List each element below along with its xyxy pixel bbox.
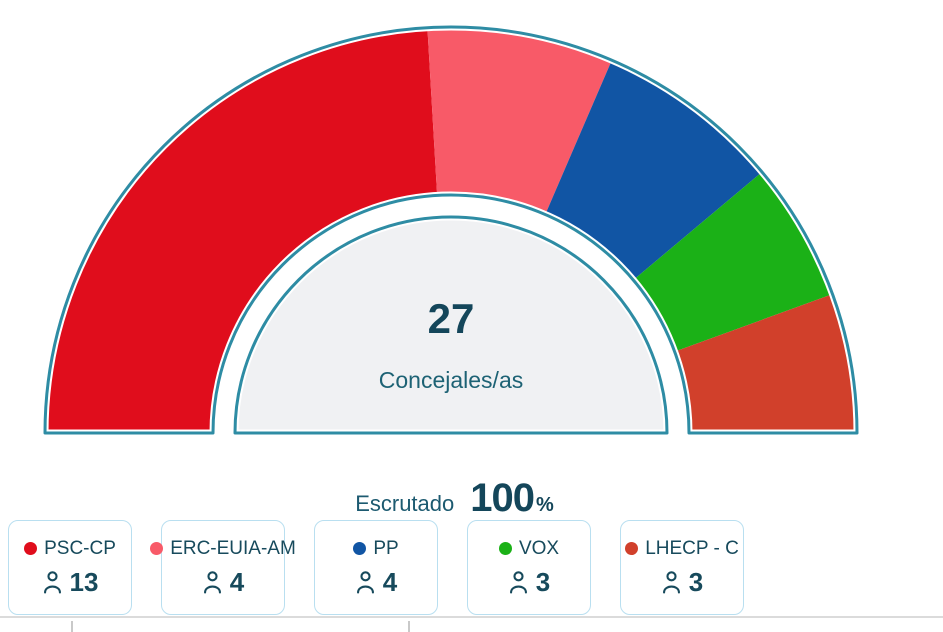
table-column-divider — [71, 621, 73, 632]
scrutiny-label: Escrutado — [355, 491, 455, 516]
seat-arc-chart: 27 Concejales/as — [41, 23, 861, 437]
arc-segment-lhecp-c[interactable] — [674, 294, 857, 433]
party-row: LHECP - C — [625, 538, 739, 560]
legend-card-erc-euia-am[interactable]: ERC-EUIA-AM 4 — [150, 520, 296, 615]
arc-segment-vox[interactable] — [633, 172, 833, 352]
party-name: PP — [373, 537, 399, 559]
arc-segment-erc-euia-am[interactable] — [427, 27, 612, 215]
party-row: PP — [353, 537, 399, 560]
total-seats-value: 27 — [428, 295, 475, 342]
legend-card-psc-cp[interactable]: PSC-CP 13 — [8, 520, 132, 615]
legend-card-pp[interactable]: PP 4 — [314, 520, 438, 615]
arc-outline — [43, 25, 859, 435]
party-color-dot — [150, 542, 164, 555]
party-seats: 13 — [69, 566, 99, 597]
party-seats: 3 — [688, 566, 704, 597]
scrutiny-value: 100 — [470, 476, 535, 520]
party-seats: 4 — [382, 566, 398, 597]
scrutiny-row: Escrutado 100 % — [0, 476, 926, 521]
party-name: VOX — [518, 537, 560, 559]
party-seats: 3 — [535, 566, 551, 597]
party-name: LHECP - C — [645, 537, 739, 559]
arc-segment-pp[interactable] — [545, 60, 763, 281]
seats-row: 3 — [661, 567, 703, 598]
party-row: ERC-EUIA-AM — [150, 538, 296, 560]
party-color-dot — [625, 542, 639, 555]
seats-row: 4 — [355, 567, 397, 598]
person-icon — [43, 571, 61, 594]
arc-segment-psc-cp[interactable] — [45, 27, 438, 433]
scrutiny-unit: % — [536, 494, 554, 516]
table-column-divider — [408, 621, 410, 632]
seats-row: 13 — [42, 566, 99, 598]
party-name: PSC-CP — [44, 537, 116, 559]
seats-row: 3 — [508, 567, 550, 598]
inner-disc-outline — [233, 215, 669, 435]
bottom-divider — [0, 616, 943, 618]
total-seats-label: Concejales/as — [379, 367, 523, 393]
legend-card-vox[interactable]: VOX 3 — [467, 520, 591, 615]
party-row: VOX — [498, 537, 560, 560]
inner-disc — [235, 217, 667, 433]
person-icon — [203, 571, 221, 594]
party-color-dot — [353, 542, 367, 555]
person-icon — [662, 571, 680, 594]
legend-card-lhecp[interactable]: LHECP - C 3 — [620, 520, 744, 615]
party-color-dot — [24, 542, 38, 555]
party-legend: PSC-CP 13 ERC-EUIA-AM 4 — [8, 520, 744, 615]
party-color-dot — [498, 542, 512, 555]
party-row: PSC-CP — [24, 538, 116, 560]
arc-segments — [45, 27, 857, 433]
seats-row: 4 — [202, 567, 244, 598]
party-name: ERC-EUIA-AM — [170, 537, 296, 559]
person-icon — [509, 571, 527, 594]
person-icon — [356, 571, 374, 594]
party-seats: 4 — [229, 566, 245, 597]
